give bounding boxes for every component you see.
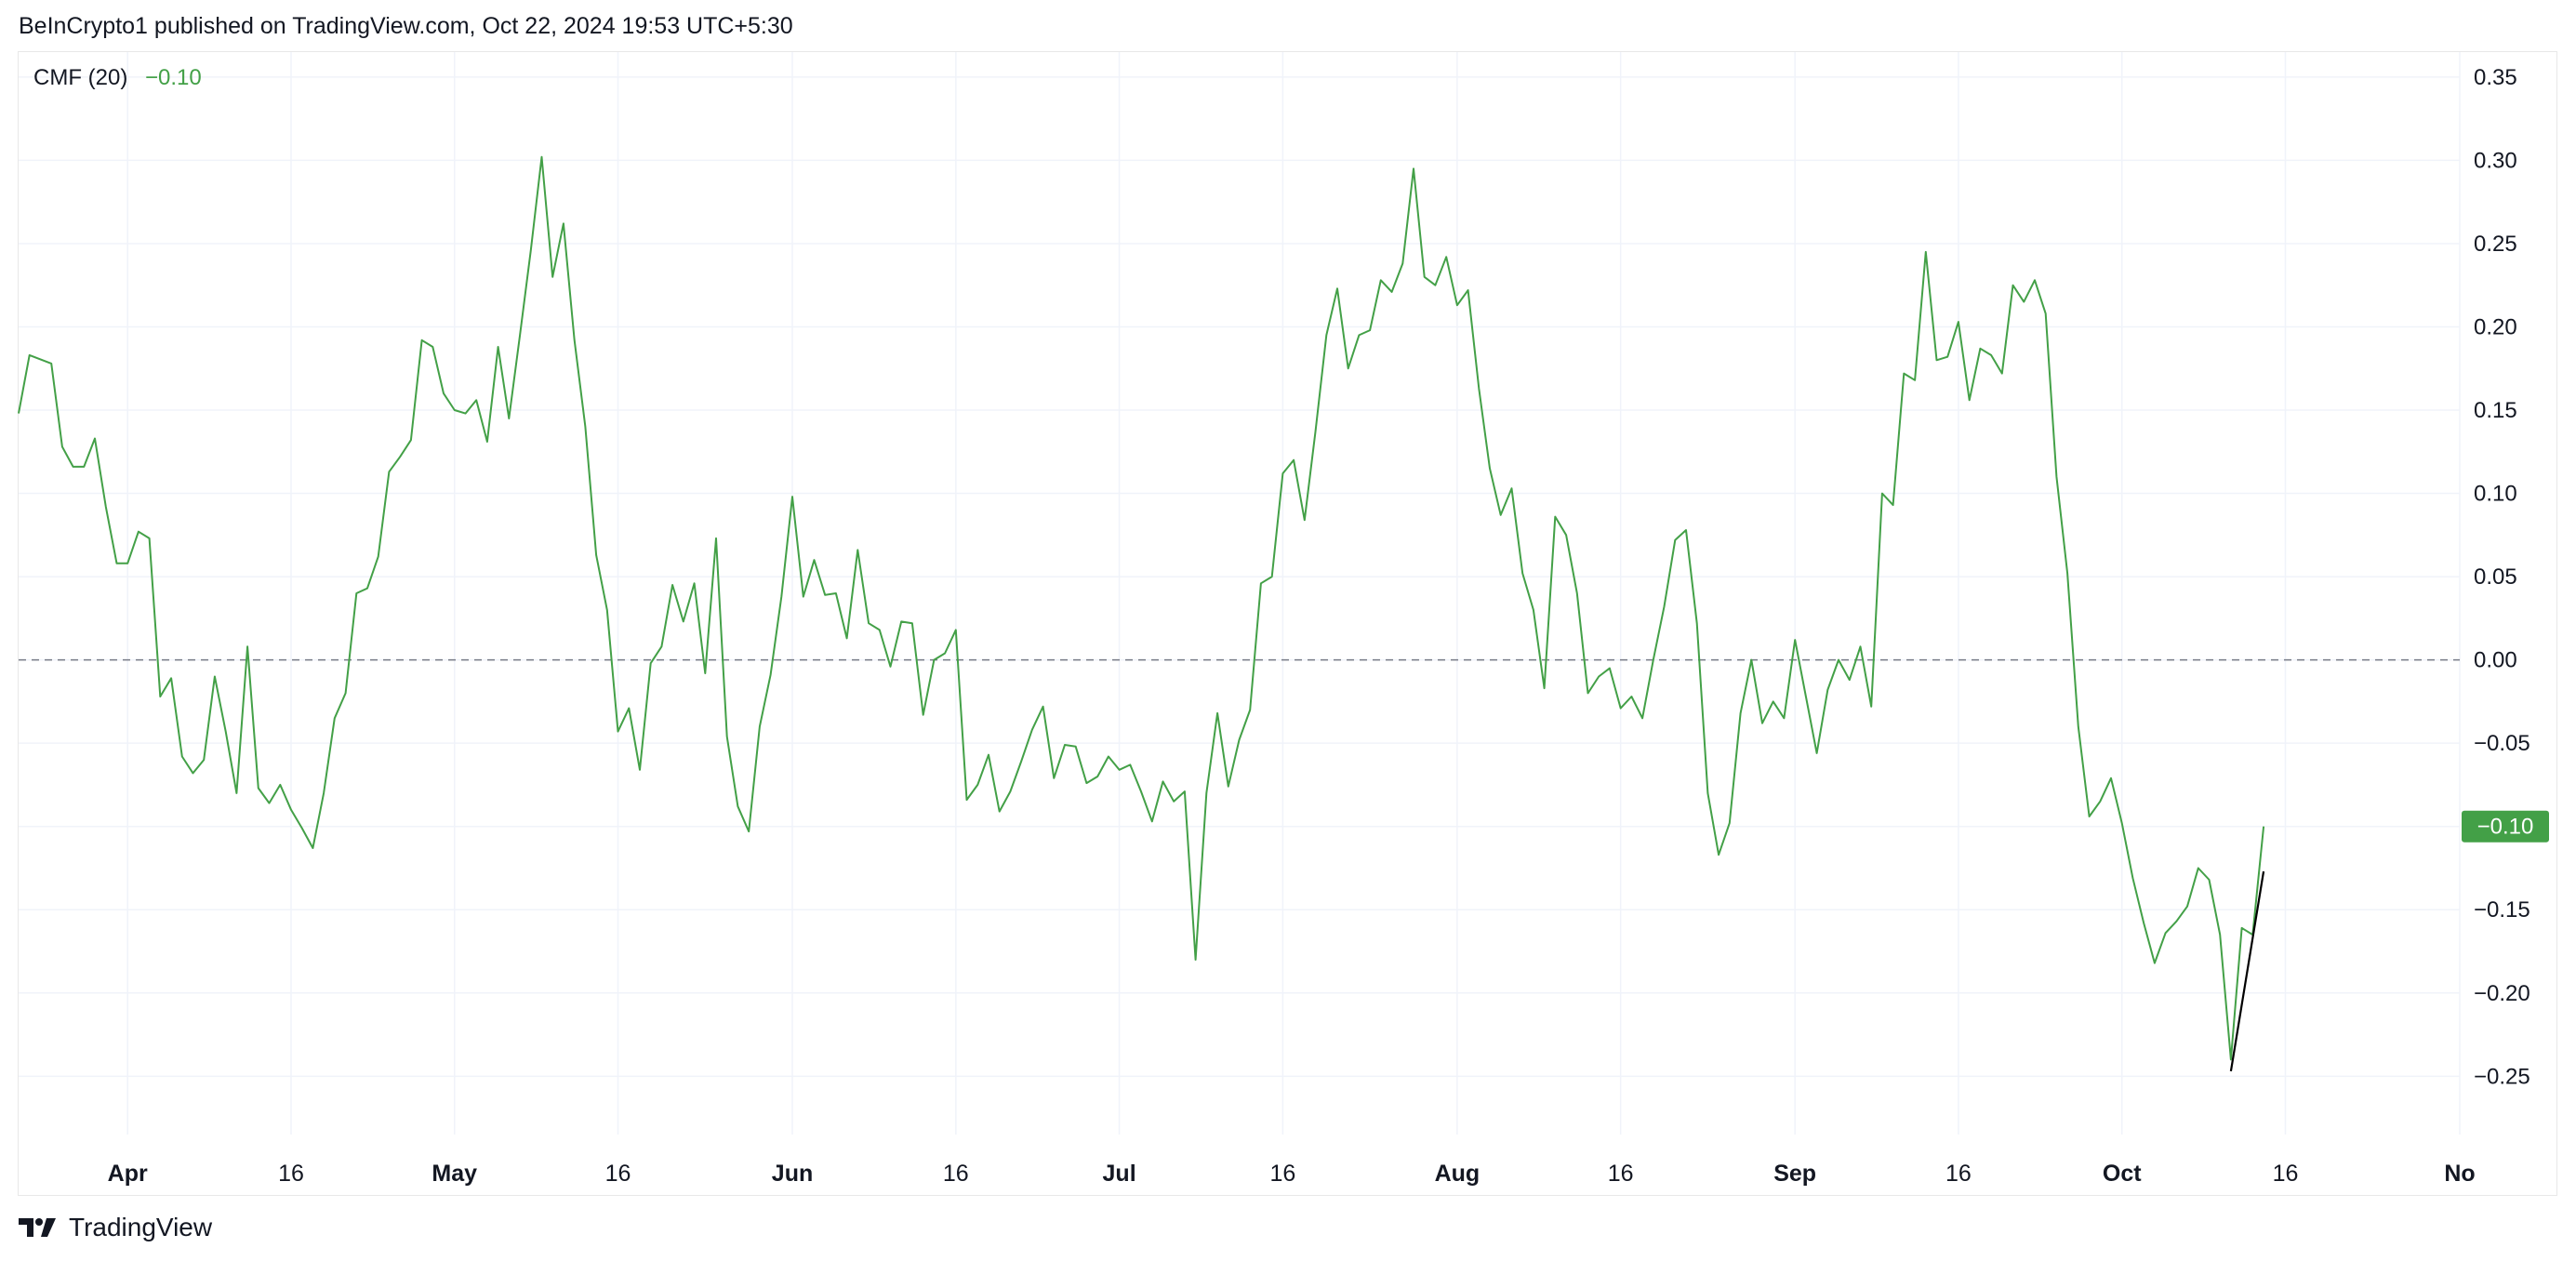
grid-layer <box>19 52 2461 1135</box>
x-tick-label: 16 <box>1945 1161 1972 1187</box>
y-tick-label: 0.15 <box>2474 398 2517 423</box>
x-tick-label: No <box>2444 1161 2475 1187</box>
y-tick-label: 0.35 <box>2474 65 2517 90</box>
y-tick-label: 0.10 <box>2474 482 2517 507</box>
chart-frame <box>18 51 2557 1196</box>
x-tick-label: 16 <box>605 1161 631 1187</box>
last-value-text: −0.10 <box>2477 815 2534 840</box>
x-tick-label: Jun <box>772 1161 813 1187</box>
y-axis: 0.35 0.30 0.25 0.20 0.15 0.10 0.05 0.00 −0.05 −0.… <box>2474 65 2530 1089</box>
footer[interactable]: TradingView <box>19 1213 212 1242</box>
legend-name: CMF (20) <box>33 65 128 90</box>
tradingview-brand: TradingView <box>69 1213 213 1241</box>
x-tick-label: 16 <box>278 1161 304 1187</box>
trendline-layer <box>2229 870 2265 1072</box>
x-tick-label: 16 <box>943 1161 969 1187</box>
cmf-series-line <box>18 155 2265 1061</box>
x-tick-label: Sep <box>1773 1161 1816 1187</box>
x-axis: Apr 16 May 16 Jun 16 Jul 16 Aug 16 Sep 16 Oct 16 No <box>108 1161 2476 1187</box>
y-tick-label: −0.15 <box>2474 897 2530 923</box>
y-tick-label: −0.20 <box>2474 981 2530 1006</box>
x-tick-label: 16 <box>1608 1161 1634 1187</box>
last-value-badge-layer: −0.10 <box>2462 810 2549 843</box>
x-tick-label: Oct <box>2103 1161 2142 1187</box>
series-layer <box>18 155 2265 1061</box>
y-tick-label: 0.25 <box>2474 232 2517 257</box>
x-tick-label: Aug <box>1435 1161 1481 1187</box>
y-tick-label: −0.25 <box>2474 1064 2530 1089</box>
trendline <box>2229 870 2265 1072</box>
publish-info: BeInCrypto1 published on TradingView.com… <box>19 13 793 39</box>
y-tick-label: 0.05 <box>2474 564 2517 590</box>
legend-value: −0.10 <box>145 65 202 90</box>
x-tick-label: Apr <box>108 1161 148 1187</box>
last-value-badge <box>2462 810 2549 843</box>
y-tick-label: −0.05 <box>2474 731 2530 756</box>
x-tick-label: 16 <box>2273 1161 2299 1187</box>
y-tick-label: 0.00 <box>2474 648 2517 673</box>
x-tick-label: Jul <box>1103 1161 1136 1187</box>
x-tick-label: 16 <box>1269 1161 1295 1187</box>
x-tick-label: May <box>432 1161 477 1187</box>
y-tick-label: 0.30 <box>2474 148 2517 173</box>
tradingview-logo-icon <box>19 1218 56 1237</box>
y-tick-label: 0.20 <box>2474 314 2517 339</box>
indicator-legend[interactable]: CMF (20) −0.10 <box>33 65 202 91</box>
